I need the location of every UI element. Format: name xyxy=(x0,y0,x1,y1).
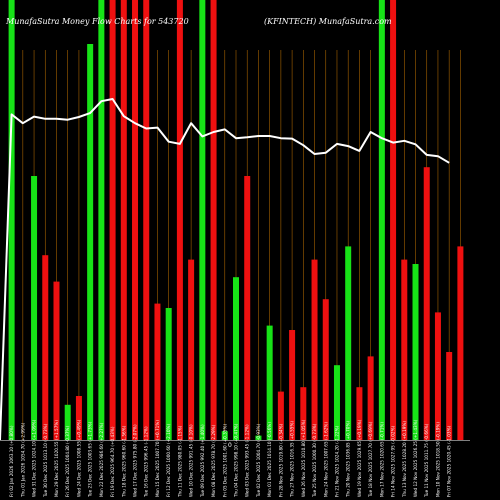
x-tick-label: Tue 25 Nov 2025 1000.30 (-0.73%) xyxy=(312,423,317,498)
bar-down xyxy=(289,330,296,440)
bar-down xyxy=(390,0,397,440)
x-tick-label: Thu 04 Dec 2025 998.10 (+0.47%) xyxy=(234,423,239,498)
x-tick-label: Mon 15 Dec 2025 1007.70 (+0.71%) xyxy=(155,420,160,497)
bar-down xyxy=(176,0,183,440)
bar-down xyxy=(401,259,408,440)
price-line-layer xyxy=(0,98,450,441)
x-tick-label: Thu 11 Dec 2025 980.05 (-1.15%) xyxy=(177,425,182,498)
bar-down xyxy=(210,0,217,440)
x-tick-label: Wed 24 Dec 2025 1008.55 (+0.49%) xyxy=(76,419,81,497)
x-tick-labels: Fri 02 Jan 2026 1063.10 (+0.80%) Thu 01 J… xyxy=(9,419,452,498)
price-line xyxy=(0,98,450,441)
x-tick-label: Wed 19 Nov 2025 1029.65 (+0.19%) xyxy=(357,419,362,497)
bar-down xyxy=(75,396,82,440)
bar-up xyxy=(221,431,228,440)
x-tick-label: Mon 01 Dec 2025 1014.10 (-0.56%) xyxy=(267,422,272,497)
x-tick-label: Fri 05 Dec 2025 1001.60 (+0.35%) xyxy=(222,424,227,497)
x-tick-label: Wed 17 Dec 2025 975.80 (-2.07%) xyxy=(133,424,138,497)
bar-down xyxy=(423,167,430,440)
bar-down xyxy=(434,312,441,440)
x-tick-label: Thu 27 Nov 2025 1016.35 (+0.55%) xyxy=(290,421,295,498)
x-tick-label: Wed 26 Nov 2025 1010.80 (+1.05%) xyxy=(301,419,306,497)
bar-down xyxy=(143,0,150,440)
bar-up xyxy=(31,176,38,440)
x-tick-label: Fri 07 Nov 2025 1020.45 (-1.03%) xyxy=(447,425,452,497)
bar-up xyxy=(378,0,385,440)
bar-down xyxy=(120,0,127,440)
x-tick-label: Fri 26 Dec 2025 1004.80 (-0.37%) xyxy=(65,426,70,497)
x-tick-label: Tue 02 Dec 2025 1004.70 (-0.93%) xyxy=(256,423,261,498)
bar-up xyxy=(64,404,71,440)
bar-up xyxy=(8,0,15,440)
bar-down xyxy=(446,352,453,440)
bar-down xyxy=(154,303,161,440)
bar-down xyxy=(367,356,374,440)
x-tick-label: Mon 08 Dec 2025 978.70 (-2.29%) xyxy=(211,424,216,497)
bar-down xyxy=(42,255,49,440)
x-tick-label: Mon 29 Dec 2025 1020.55 (+1.57%) xyxy=(54,420,59,497)
x-tick-label: Wed 03 Dec 2025 993.45 (-1.12%) xyxy=(245,424,250,497)
x-tick-label: Wed 10 Dec 2025 991.45 (-0.10%) xyxy=(189,424,194,497)
x-tick-label: Mon 17 Nov 2025 1020.65 (-0.71%) xyxy=(379,422,384,497)
x-tick-label: Wed 12 Nov 2025 1026.25 (+1.43%) xyxy=(413,419,418,497)
x-tick-label: Tue 30 Dec 2025 1013.10 (-0.73%) xyxy=(43,423,48,498)
bar-up xyxy=(412,264,419,440)
x-tick-label: Fri 28 Nov 2025 1019.80 (+0.34%) xyxy=(278,423,283,497)
x-tick-label: Thu 01 Jan 2026 1054.70 (+2.99%) xyxy=(20,422,25,498)
x-tick-label: Wed 31 Dec 2025 1024.10 (+1.09%) xyxy=(32,419,37,497)
x-tick-label: Mon 22 Dec 2025 986.60 (+2.27%) xyxy=(99,422,104,497)
x-tick-label: Tue 16 Dec 2025 996.45 (-1.12%) xyxy=(144,426,149,498)
x-tick-label: Mon 10 Nov 2025 1018.50 (-0.19%) xyxy=(435,422,440,497)
bar-up xyxy=(333,365,340,440)
bar-up xyxy=(266,325,273,440)
x-tick-label: Tue 11 Nov 2025 1011.75 (-0.66%) xyxy=(424,423,429,498)
x-tick-label: Fri 19 Dec 2025 964.70 (+0.43%) xyxy=(110,426,115,497)
zero-label: 0 xyxy=(228,442,232,449)
bar-down xyxy=(322,299,329,440)
bar-up xyxy=(233,277,239,440)
bar-up xyxy=(199,0,206,440)
bar-down xyxy=(53,281,60,440)
bar-down xyxy=(311,259,318,440)
x-tick-label: Fri 02 Jan 2026 1063.10 (+0.80%) xyxy=(9,425,14,497)
x-tick-label: Tue 09 Dec 2025 992.40 (+1.40%) xyxy=(200,424,205,498)
x-tick-label: Thu 18 Dec 2025 960.60 (-1.56%) xyxy=(121,425,126,498)
chart-title-left: MunafaSutra Money Flow Charts for 543720 xyxy=(5,17,189,26)
chart-title-right: (KFINTECH) MunafaSutra.com xyxy=(264,17,392,26)
bar-down xyxy=(132,0,139,440)
bar-up xyxy=(87,44,94,440)
x-tick-label: Thu 20 Nov 2025 1036.85 (+0.70%) xyxy=(346,421,351,498)
x-tick-label: Fri 12 Dec 2025 1000.60 (+2.10%) xyxy=(166,424,171,497)
bar-up xyxy=(165,308,172,440)
x-tick-label: Tue 23 Dec 2025 1003.65 (+1.73%) xyxy=(88,421,93,498)
x-tick-label: Fri 14 Nov 2025 1027.95 (-0.02%) xyxy=(391,425,396,497)
bar-layer xyxy=(8,0,464,440)
bar-up xyxy=(255,435,262,440)
bar-down xyxy=(109,0,116,440)
x-tick-label: Thu 13 Nov 2025 1028.20 (+0.19%) xyxy=(402,421,407,498)
bar-up xyxy=(98,0,105,440)
bar-down xyxy=(188,259,195,440)
bar-down xyxy=(277,391,284,440)
x-tick-label: Mon 24 Nov 2025 1007.65 (-1.62%) xyxy=(323,422,328,497)
bar-down xyxy=(244,176,251,440)
bar-down xyxy=(457,246,464,440)
x-tick-label: Tue 18 Nov 2025 1027.70 (+0.69%) xyxy=(368,421,373,498)
bar-down xyxy=(356,387,363,440)
bar-down xyxy=(300,387,307,440)
bar-up xyxy=(345,246,352,440)
x-tick-label: Fri 21 Nov 2025 1024.20 (-1.22%) xyxy=(334,425,339,497)
